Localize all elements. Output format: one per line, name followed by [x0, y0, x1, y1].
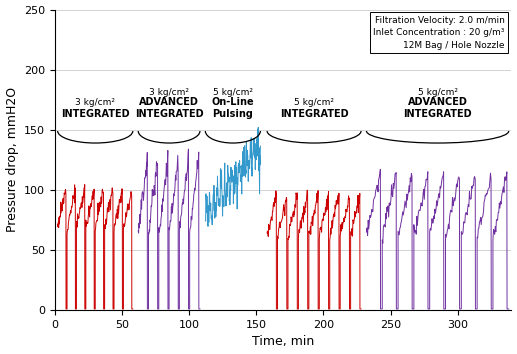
- Text: ADVANCED
INTEGRATED: ADVANCED INTEGRATED: [135, 97, 203, 119]
- Y-axis label: Pressure drop, mmH2O: Pressure drop, mmH2O: [6, 87, 19, 233]
- Text: ADVANCED
INTEGRATED: ADVANCED INTEGRATED: [403, 97, 472, 119]
- X-axis label: Time, min: Time, min: [252, 336, 314, 348]
- Text: 5 kg/cm²: 5 kg/cm²: [213, 88, 253, 97]
- Text: On-Line
Pulsing: On-Line Pulsing: [211, 97, 254, 119]
- Text: 3 kg/cm²: 3 kg/cm²: [75, 98, 115, 107]
- Text: 3 kg/cm²: 3 kg/cm²: [149, 88, 189, 97]
- Text: Filtration Velocity: 2.0 m/min
Inlet Concentration : 20 g/m³
12M Bag / Hole Nozz: Filtration Velocity: 2.0 m/min Inlet Con…: [373, 16, 505, 50]
- Text: 5 kg/cm²: 5 kg/cm²: [418, 88, 458, 97]
- Text: 5 kg/cm²: 5 kg/cm²: [294, 98, 334, 107]
- Text: INTEGRATED: INTEGRATED: [61, 109, 130, 119]
- Text: INTEGRATED: INTEGRATED: [280, 109, 348, 119]
